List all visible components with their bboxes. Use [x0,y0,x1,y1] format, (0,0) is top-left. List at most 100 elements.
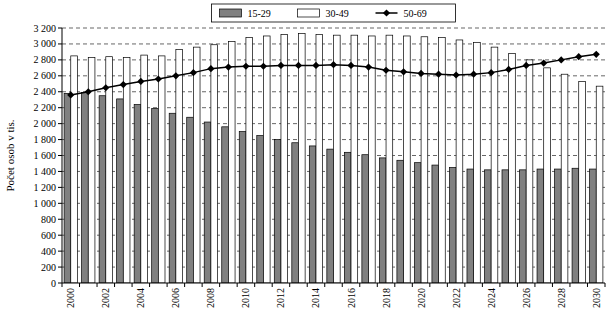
marker [453,71,460,78]
x-tick-label: 2018 [381,288,392,308]
marker [400,68,407,75]
y-axis [62,28,63,283]
bar [432,165,439,283]
bar [502,170,509,283]
bar [246,38,253,283]
marker [505,66,512,73]
legend-swatch [220,9,242,17]
x-tick-label: 2012 [275,288,286,308]
bar [117,99,124,283]
y-tick-label: 2 600 [34,70,57,81]
bar [263,36,270,283]
x-tick [237,283,238,287]
bar [334,35,341,283]
marker [207,65,214,72]
marker [558,56,565,63]
marker [67,91,74,98]
bar [134,105,141,284]
x-axis [62,283,605,284]
bar [526,60,533,283]
y-tick-label: 1 400 [34,166,57,177]
bar [222,127,229,283]
x-tick-label: 2006 [170,288,181,308]
x-tick [429,283,430,287]
bar [211,45,218,283]
bar [204,122,211,283]
marker [575,53,582,60]
marker [365,63,372,70]
bar [158,56,165,283]
grid-line [62,28,605,29]
marks [64,34,603,283]
x-tick [114,283,115,287]
x-tick [342,283,343,287]
bar [449,167,456,283]
marker [435,71,442,78]
x-tick-label: 2026 [521,288,532,308]
bar [467,169,474,283]
x-tick [132,283,133,287]
bar [152,108,159,283]
marker [102,84,109,91]
marker [347,62,354,69]
legend-label: 50-69 [404,8,427,19]
y-tick [58,43,62,44]
bar [257,136,264,283]
y-tick-label: 3 000 [34,38,57,49]
x-tick-label: 2024 [486,288,497,308]
legend-box [212,4,456,22]
bar [397,160,404,283]
bar [555,169,562,283]
y-tick [58,59,62,60]
y-tick [58,171,62,172]
bar [491,47,498,283]
bar [579,81,586,283]
x-tick-end [605,283,606,287]
bar [316,34,323,283]
y-tick-label: 2 800 [34,54,57,65]
x-tick-label: 2000 [65,288,76,308]
marker [312,62,319,69]
marker [277,62,284,69]
x-tick [482,283,483,287]
bar [572,168,579,283]
x-tick [289,283,290,287]
bar [379,158,386,283]
y-tick [58,187,62,188]
legend-label: 30-49 [326,8,349,19]
y-tick [58,28,62,29]
x-tick [394,283,395,287]
legend-marker [383,9,390,16]
y-tick [58,235,62,236]
x-tick-label: 2020 [416,288,427,308]
bar [292,143,299,283]
bar [71,56,78,283]
y-tick-label: 800 [41,214,56,225]
x-tick [534,283,535,287]
bar [187,117,194,283]
x-tick-label: 2014 [310,288,321,308]
bar [106,57,113,283]
bar [281,34,288,283]
x-tick [167,283,168,287]
marker [470,71,477,78]
marker [593,51,600,58]
marker [85,88,92,95]
y-tick-label: 2 400 [34,86,57,97]
y-tick [58,91,62,92]
marker [330,61,337,68]
y-tick [58,219,62,220]
y-tick-label: 0 [51,278,56,289]
marker [225,63,232,70]
bar [344,152,351,283]
bar [351,35,358,283]
x-tick-label: 2004 [135,288,146,308]
y-tick [58,203,62,204]
y-tick [58,107,62,108]
legend-swatch [298,9,320,17]
plot-area [62,28,605,283]
bar [362,155,369,283]
legend-label: 15-29 [248,8,271,19]
bar [509,54,516,284]
y-tick-label: 1 800 [34,134,57,145]
